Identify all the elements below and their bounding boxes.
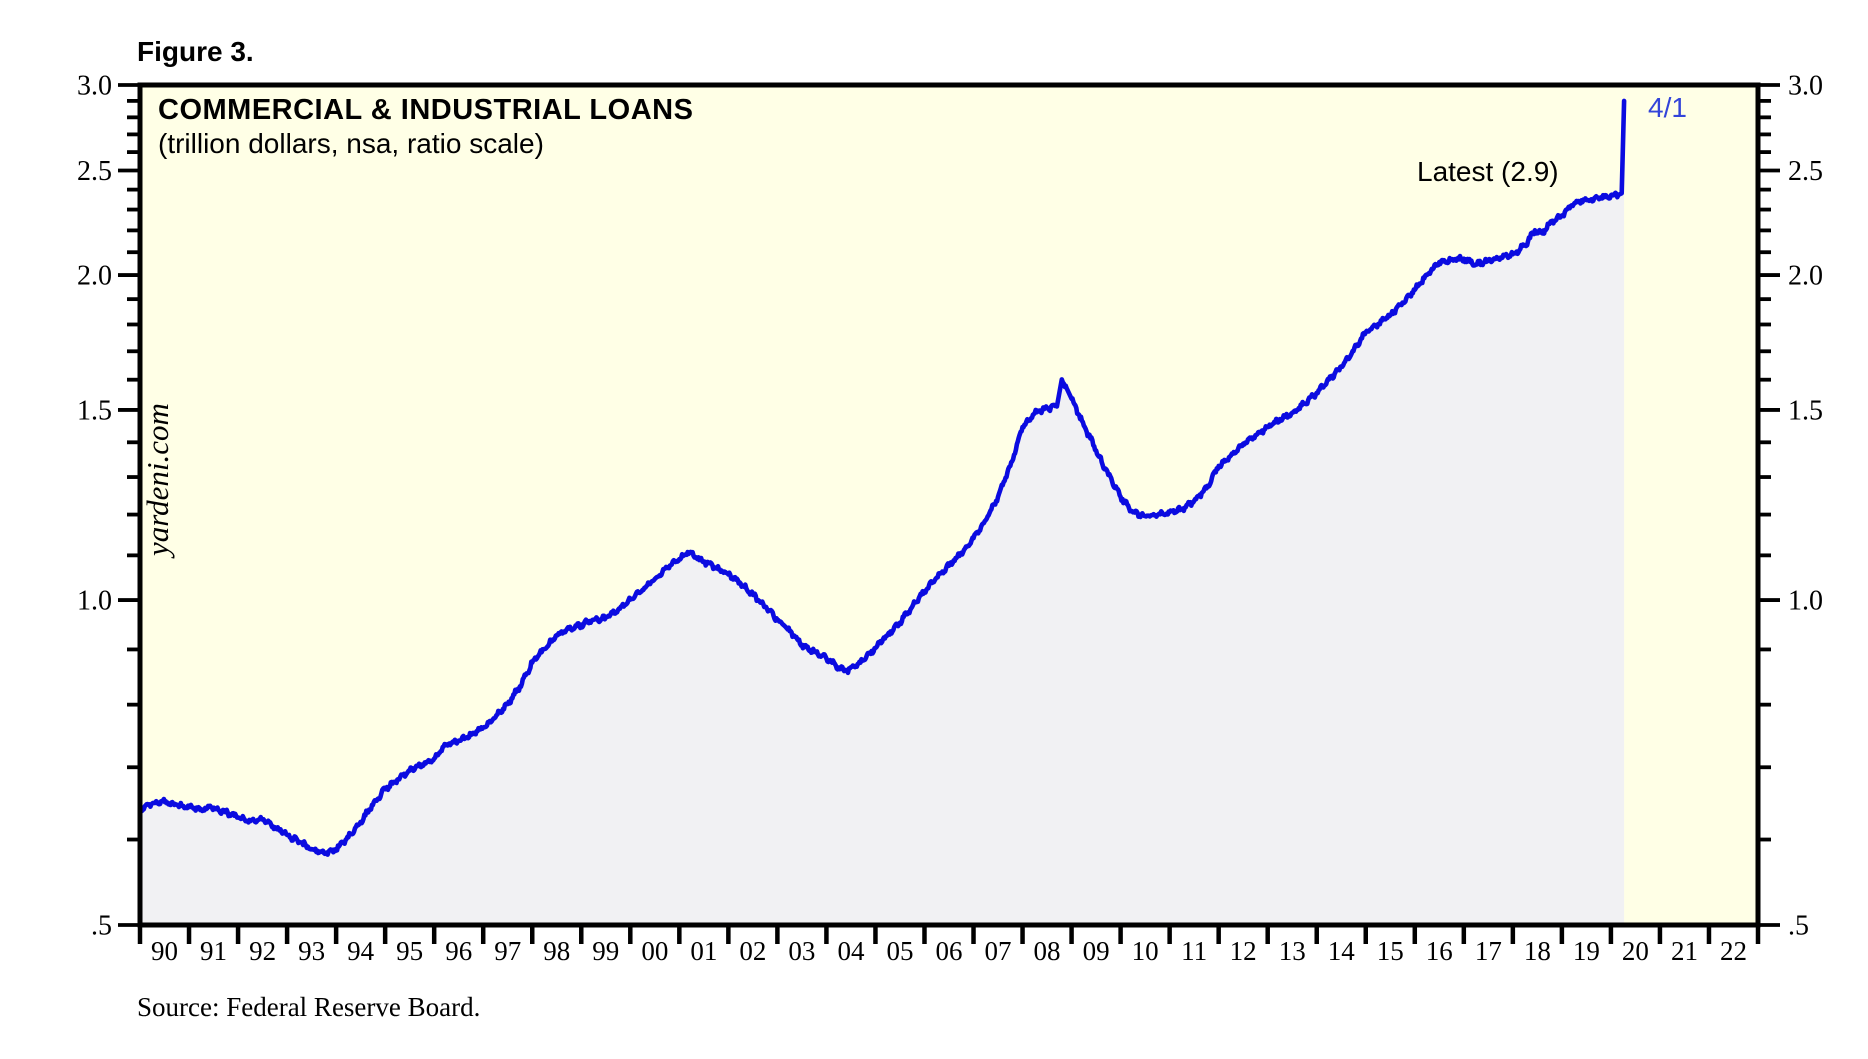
x-tick-label: 20 <box>1622 936 1649 966</box>
y-tick-label-left: 1.0 <box>77 586 112 617</box>
loans-line <box>137 98 1627 857</box>
x-tick-label: 11 <box>1181 936 1207 966</box>
x-tick-label: 99 <box>592 936 619 966</box>
x-tick-label: 90 <box>151 936 178 966</box>
x-tick-label: 17 <box>1475 936 1502 966</box>
area-fill <box>140 100 1625 925</box>
latest-value-annotation: Latest (2.9) <box>1417 156 1559 187</box>
x-tick-label: 96 <box>445 936 472 966</box>
x-tick-label: 00 <box>641 936 668 966</box>
x-tick-label: 05 <box>886 936 913 966</box>
x-tick-label: 02 <box>739 936 766 966</box>
y-tick-label-right: 3.0 <box>1788 71 1823 102</box>
x-tick-label: 93 <box>298 936 325 966</box>
y-tick-label-left: 3.0 <box>77 71 112 102</box>
x-tick-label: 91 <box>200 936 227 966</box>
y-tick-label-left: 2.5 <box>77 156 112 187</box>
x-tick-label: 09 <box>1083 936 1110 966</box>
y-tick-label-left: 1.5 <box>77 395 112 426</box>
x-tick-label: 92 <box>249 936 276 966</box>
x-tick-label: 07 <box>985 936 1012 966</box>
plot-border <box>137 82 1761 928</box>
y-tick-label-right: 1.5 <box>1788 395 1823 426</box>
x-tick-label: 06 <box>936 936 963 966</box>
y-tick-label-right: 1.0 <box>1788 586 1823 617</box>
x-tick-label: 98 <box>543 936 570 966</box>
y-tick-label-right: .5 <box>1788 911 1809 942</box>
x-tick-label: 13 <box>1279 936 1306 966</box>
chart-title: COMMERCIAL & INDUSTRIAL LOANS <box>158 94 694 126</box>
x-tick-label: 14 <box>1328 936 1356 966</box>
x-tick-label: 15 <box>1377 936 1404 966</box>
x-tick-label: 04 <box>837 936 865 966</box>
watermark-yardeni: yardeni.com <box>140 403 175 556</box>
x-tick-label: 01 <box>690 936 717 966</box>
x-tick-label: 95 <box>396 936 423 966</box>
figure-label: Figure 3. <box>137 36 254 67</box>
x-tick-label: 10 <box>1132 936 1159 966</box>
x-tick-label: 12 <box>1230 936 1257 966</box>
x-tick-label: 94 <box>347 936 375 966</box>
x-tick-label: 03 <box>788 936 815 966</box>
y-tick-label-right: 2.0 <box>1788 261 1823 292</box>
y-tick-label-right: 2.5 <box>1788 156 1823 187</box>
chart-subtitle: (trillion dollars, nsa, ratio scale) <box>158 128 544 159</box>
y-tick-label-left: .5 <box>91 911 112 942</box>
y-tick-label-left: 2.0 <box>77 261 112 292</box>
source-note: Source: Federal Reserve Board. <box>137 992 481 1022</box>
x-tick-label: 97 <box>494 936 521 966</box>
x-tick-label: 16 <box>1426 936 1453 966</box>
x-tick-label: 19 <box>1573 936 1600 966</box>
x-tick-label: 22 <box>1720 936 1747 966</box>
spike-date-annotation: 4/1 <box>1648 92 1687 123</box>
x-tick-label: 21 <box>1671 936 1698 966</box>
x-tick-label: 08 <box>1034 936 1061 966</box>
x-tick-label: 18 <box>1524 936 1551 966</box>
